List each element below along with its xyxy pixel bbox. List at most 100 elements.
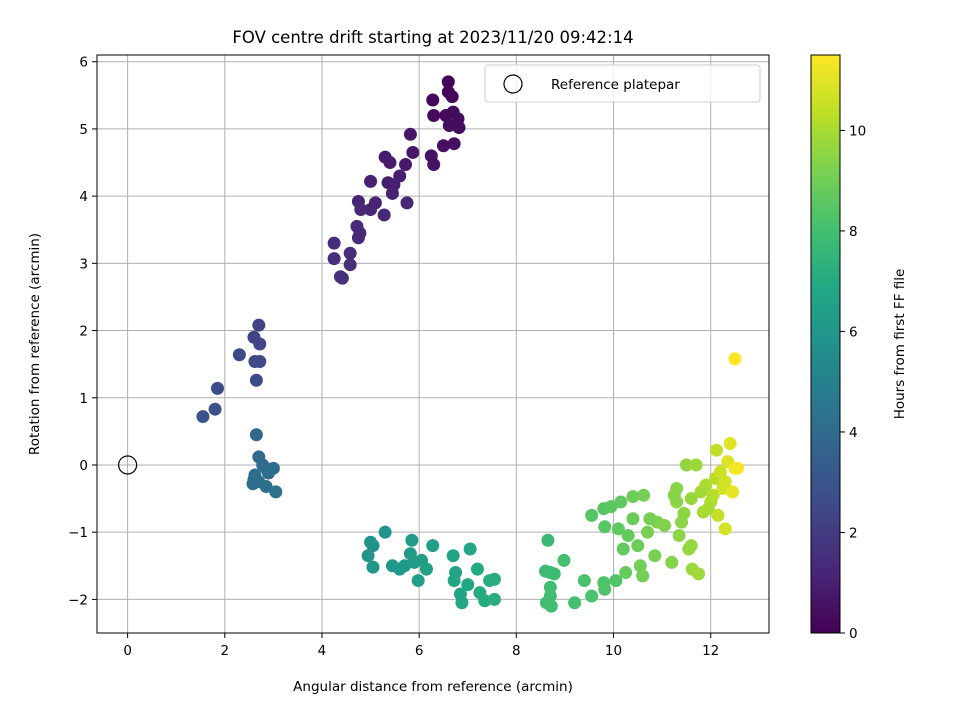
data-point xyxy=(383,156,397,170)
data-point xyxy=(364,203,378,217)
data-point xyxy=(658,518,672,532)
data-point xyxy=(343,258,357,272)
data-point xyxy=(427,108,441,122)
data-point xyxy=(327,236,341,250)
data-point xyxy=(399,158,413,172)
data-point xyxy=(699,478,713,492)
colorbar-tick-label: 10 xyxy=(849,123,866,139)
data-point xyxy=(246,477,260,491)
grid xyxy=(97,55,769,633)
data-point xyxy=(585,589,599,603)
data-point xyxy=(196,410,210,424)
data-point xyxy=(710,443,724,457)
plot-frame xyxy=(96,54,770,634)
data-point xyxy=(726,485,740,499)
x-tick-label: 2 xyxy=(220,643,229,659)
data-point xyxy=(543,589,557,603)
colorbar-tick-label: 0 xyxy=(849,626,858,642)
data-point xyxy=(679,458,693,472)
legend-label: Reference platepar xyxy=(551,77,680,93)
data-point xyxy=(614,495,628,509)
y-axis-ticks: −2 −1 0 1 2 3 4 5 6 xyxy=(68,55,97,608)
data-point xyxy=(631,539,645,553)
data-point xyxy=(626,512,640,526)
data-point xyxy=(461,578,475,592)
data-point xyxy=(598,520,612,534)
data-point xyxy=(718,475,732,489)
data-point xyxy=(259,479,273,493)
data-point xyxy=(343,246,357,260)
x-tick-label: 8 xyxy=(512,643,521,659)
y-tick-label: −1 xyxy=(68,525,88,541)
data-point xyxy=(718,522,732,536)
data-point xyxy=(442,119,456,133)
data-point xyxy=(728,352,742,366)
data-point xyxy=(544,599,558,613)
data-point xyxy=(701,502,715,516)
data-point xyxy=(609,574,623,588)
data-point xyxy=(541,533,555,547)
y-tick-label: 1 xyxy=(79,391,88,407)
data-point xyxy=(252,318,266,332)
data-point xyxy=(478,594,492,608)
data-point xyxy=(641,525,655,539)
data-point xyxy=(616,542,630,556)
y-tick-label: 6 xyxy=(79,55,88,71)
data-point xyxy=(730,461,744,475)
data-point xyxy=(626,490,640,504)
data-point xyxy=(208,402,222,416)
colorbar-tick-label: 6 xyxy=(849,324,858,340)
x-tick-label: 12 xyxy=(702,643,719,659)
data-point xyxy=(598,582,612,596)
y-tick-label: 4 xyxy=(79,189,88,205)
data-point xyxy=(452,121,466,135)
data-point xyxy=(403,127,417,141)
data-point xyxy=(354,203,368,217)
data-point xyxy=(487,592,501,606)
data-point xyxy=(692,567,706,581)
data-point xyxy=(577,574,591,588)
data-points xyxy=(196,75,744,613)
data-point xyxy=(447,137,461,151)
reference-marker-layer xyxy=(118,455,138,475)
data-point xyxy=(351,231,365,245)
data-point xyxy=(672,529,686,543)
data-point xyxy=(445,90,459,104)
colorbar-label: Hours from first FF file xyxy=(892,269,908,420)
data-point xyxy=(689,458,703,472)
data-point xyxy=(463,542,477,556)
data-point xyxy=(436,139,450,153)
reference-platepar-marker xyxy=(118,455,138,475)
data-point xyxy=(684,492,698,506)
data-point xyxy=(405,533,419,547)
y-tick-label: 0 xyxy=(79,458,88,474)
x-axis-ticks: 0 2 4 6 8 10 12 xyxy=(123,633,719,659)
y-tick-label: 2 xyxy=(79,324,88,340)
x-tick-label: 0 xyxy=(123,643,132,659)
data-point xyxy=(406,145,420,159)
data-point xyxy=(427,158,441,172)
data-point xyxy=(211,381,225,395)
data-point xyxy=(426,539,440,553)
data-point xyxy=(670,495,684,509)
colorbar: 0 2 4 6 8 10 Hours from first FF file xyxy=(810,54,908,642)
data-point xyxy=(568,596,582,610)
data-point xyxy=(637,488,651,502)
data-point xyxy=(470,562,484,576)
data-point xyxy=(253,337,267,351)
data-point xyxy=(262,466,276,480)
data-point xyxy=(249,428,263,442)
data-point xyxy=(585,508,599,522)
data-point xyxy=(547,567,561,581)
data-point xyxy=(366,539,380,553)
data-point xyxy=(441,75,455,89)
x-tick-label: 4 xyxy=(318,643,327,659)
data-point xyxy=(557,553,571,567)
data-point xyxy=(711,508,725,522)
data-point xyxy=(713,465,727,479)
data-point xyxy=(684,539,698,553)
data-point xyxy=(364,174,378,188)
y-tick-label: 5 xyxy=(79,122,88,138)
data-point xyxy=(619,566,633,580)
